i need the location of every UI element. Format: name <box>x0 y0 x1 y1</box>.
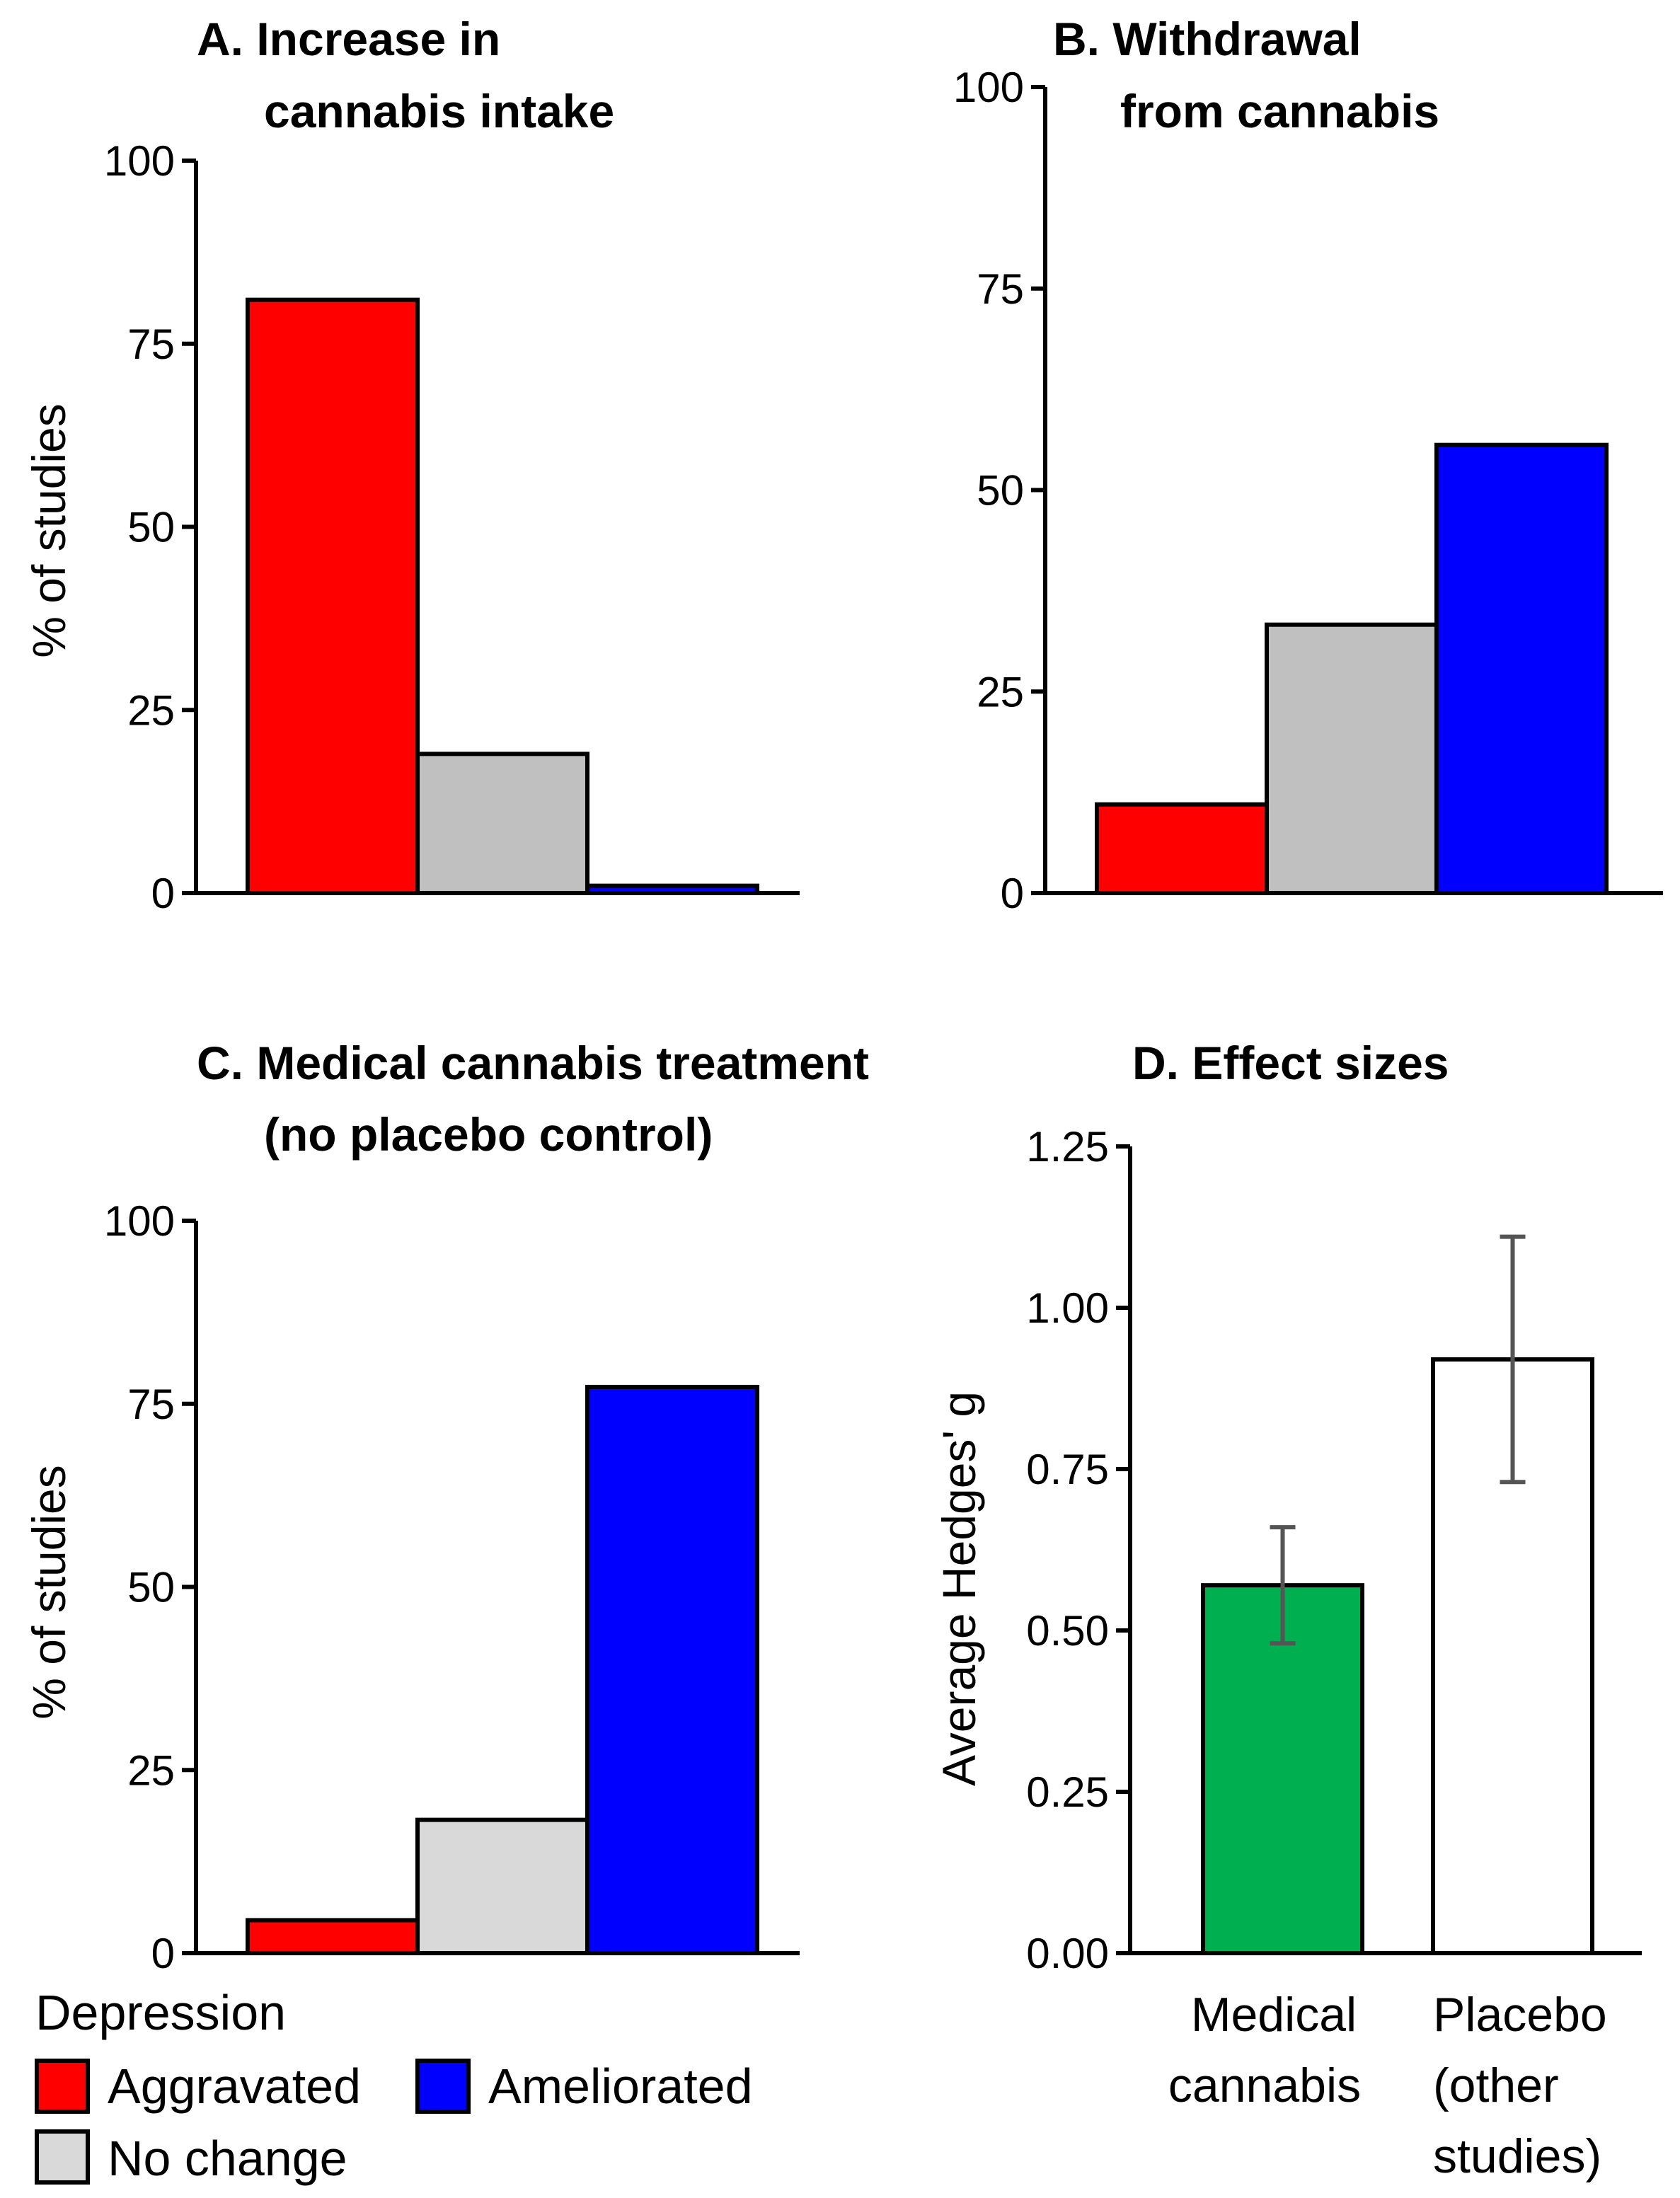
panel-b-y-tick-label-0: 0 <box>1001 870 1024 917</box>
panel-c-y-tick-label-2: 50 <box>127 1564 175 1611</box>
panel-a-bar-2 <box>415 752 589 895</box>
panel-d-category-placebo-line-1: Placebo <box>1433 1988 1607 2042</box>
legend-swatch-ameliorated <box>415 2059 471 2114</box>
panel-b-y-tick-label-4: 100 <box>953 64 1024 111</box>
panel-b-title-line-2: from cannabis <box>1120 85 1439 137</box>
panel-a-y-tick-label-4: 100 <box>104 137 175 185</box>
panel-d-category-medical-line-2: cannabis <box>1168 2059 1361 2112</box>
panel-d-y-tick-label-5: 1.25 <box>1026 1123 1109 1170</box>
panel-b-bar-1 <box>1095 802 1269 895</box>
panel-c-y-tick-label-4: 100 <box>104 1197 175 1245</box>
panel-b-y-tick-label-2: 50 <box>977 467 1024 514</box>
panel-d-category-medical-line-1: Medical <box>1191 1988 1357 2042</box>
legend: Depression Aggravated Ameliorated No cha… <box>35 1985 753 2186</box>
panel-b-bar-2 <box>1265 622 1439 895</box>
panel-b-y-tick-label-3: 75 <box>977 265 1024 313</box>
panel-d-y-tick-label-2: 0.50 <box>1026 1607 1109 1655</box>
panel-b-y-tick-label-1: 25 <box>977 668 1024 715</box>
panel-a-title-line-2: cannabis intake <box>264 85 614 137</box>
panel-c-y-tick-label-0: 0 <box>151 1930 175 1977</box>
panel-d-y-tick-label-3: 0.75 <box>1026 1446 1109 1493</box>
panel-d-y-tick-label-1: 0.25 <box>1026 1768 1109 1816</box>
legend-title: Depression <box>35 1985 286 2040</box>
panel-b-title-line-1: B. Withdrawal <box>1053 13 1362 65</box>
panel-c-y-tick-label-1: 25 <box>127 1747 175 1794</box>
legend-swatch-no-change <box>35 2129 90 2185</box>
panel-c-title-line-2: (no placebo control) <box>264 1108 713 1161</box>
legend-label-no-change: No change <box>108 2131 347 2186</box>
panel-c-bar-3 <box>585 1384 759 1955</box>
panel-d-y-tick-label-4: 1.00 <box>1026 1284 1109 1332</box>
panel-d-category-placebo-line-3: studies) <box>1433 2129 1601 2183</box>
panel-c-y-tick-label-3: 75 <box>127 1381 175 1428</box>
panel-b-bar-3 <box>1434 442 1609 895</box>
panel-c-medical-treatment: C. Medical cannabis treatment (no placeb… <box>23 1037 869 1977</box>
panel-d-title: D. Effect sizes <box>1132 1037 1449 1089</box>
panel-c-title-line-1: C. Medical cannabis treatment <box>197 1037 869 1089</box>
panel-d-bar-1 <box>1201 1583 1364 1955</box>
legend-label-ameliorated: Ameliorated <box>488 2059 753 2114</box>
panel-a-y-tick-label-1: 25 <box>127 686 175 734</box>
legend-swatch-aggravated <box>35 2059 90 2114</box>
panel-c-y-axis-label: % of studies <box>23 1465 75 1720</box>
panel-a-y-axis-label: % of studies <box>23 403 75 658</box>
panel-c-bar-1 <box>246 1918 420 1956</box>
panel-d-effect-sizes: D. Effect sizes Average Hedges' g Medica… <box>933 1037 1642 2183</box>
panel-d-y-axis-label: Average Hedges' g <box>933 1391 985 1786</box>
panel-a-increase-intake: A. Increase in cannabis intake % of stud… <box>23 13 800 917</box>
panel-a-y-tick-label-3: 75 <box>127 321 175 368</box>
legend-label-aggravated: Aggravated <box>108 2059 361 2114</box>
panel-d-category-placebo-line-2: (other <box>1433 2059 1559 2112</box>
panel-a-y-tick-label-2: 50 <box>127 504 175 551</box>
panel-a-y-tick-label-0: 0 <box>151 870 175 917</box>
panel-c-bar-2 <box>415 1817 589 1955</box>
panel-a-bar-1 <box>246 297 420 895</box>
panel-a-title-line-1: A. Increase in <box>197 13 500 65</box>
panel-d-y-tick-label-0: 0.00 <box>1026 1930 1109 1977</box>
panel-b-withdrawal: B. Withdrawal from cannabis 0 25 50 75 100 <box>953 13 1663 917</box>
